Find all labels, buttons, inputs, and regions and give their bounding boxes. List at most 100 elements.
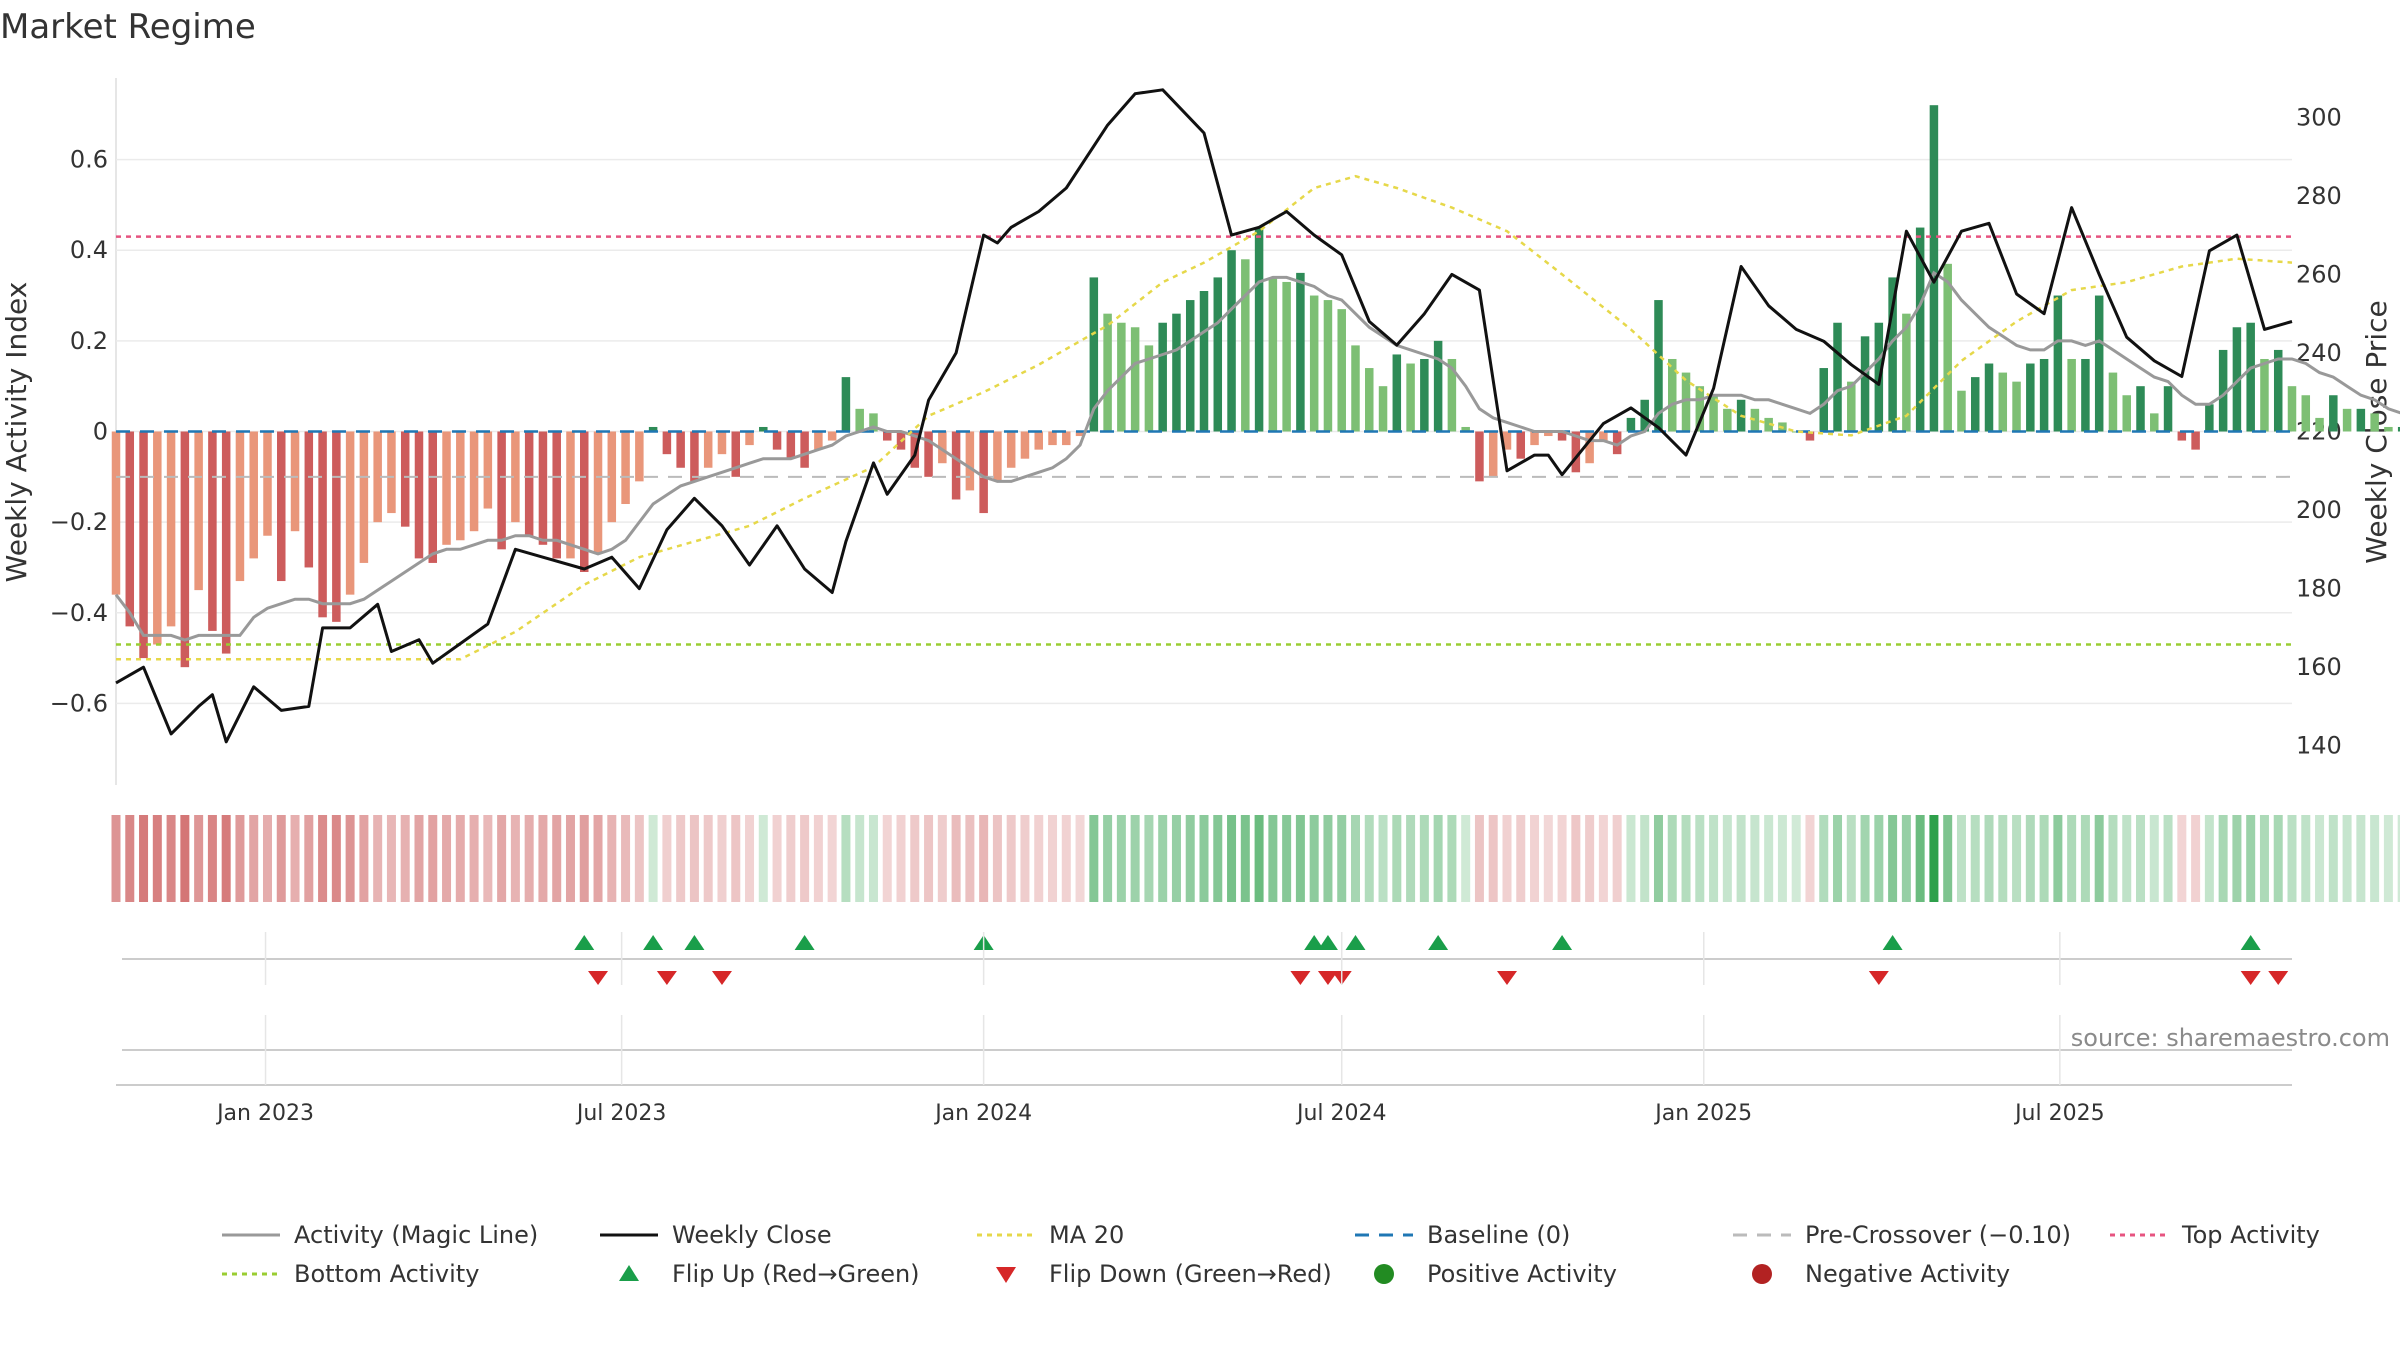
activity-bar [166,431,176,627]
regime-cell [1282,815,1292,902]
activity-bar [2094,295,2104,432]
activity-bar [2342,408,2352,432]
activity-bar [1296,272,1305,432]
regime-cell [125,815,135,902]
activity-bar [1268,277,1278,432]
flip-up-marker [684,935,705,950]
activity-bar [580,431,589,572]
regime-cell [2356,815,2366,902]
activity-bar [2329,395,2338,432]
ma20-line [116,174,2293,661]
activity-bar [786,431,796,459]
regime-cell [2328,815,2338,902]
activity-bar [1668,358,1677,432]
regime-cell [1309,815,1319,902]
activity-bar [938,431,947,464]
activity-bar [1599,431,1608,441]
flip-up-marker [1428,935,1449,950]
activity-bar [1902,313,1911,432]
regime-cell [1158,815,1168,902]
regime-cell [951,815,961,902]
regime-cell [1323,815,1333,902]
regime-cell [1750,815,1760,902]
activity-bar [1943,263,1952,432]
regime-cell [800,815,810,902]
regime-cell [152,815,162,902]
activity-bar [2232,327,2242,432]
regime-cell [331,815,341,902]
regime-cell [552,815,562,902]
activity-bar [2191,431,2200,450]
activity-bar [635,431,644,482]
activity-bar [607,431,617,523]
activity-bar [263,431,272,536]
source-note: source: sharemaestro.com [2071,1024,2390,1052]
regime-cell [1888,815,1898,902]
regime-cell [896,815,906,902]
regime-cell [1392,815,1402,902]
y2-tick-label: 280 [2296,182,2342,210]
regime-cell [1364,815,1374,902]
activity-bar [1723,408,1732,432]
regime-cell [565,815,575,902]
regime-cell [139,815,149,902]
activity-bar [1709,395,1718,432]
activity-bar [2053,295,2063,432]
activity-bar [1034,431,1043,450]
activity-bar [1199,291,1209,432]
activity-bar [841,377,851,432]
activity-bar [1764,417,1773,432]
legend-up-triangle [619,1265,639,1281]
regime-cell [1488,815,1498,902]
activity-bar [1103,313,1112,432]
activity-bar [1323,300,1333,432]
activity-bar [538,431,548,545]
legend-label: Pre-Crossover (−0.10) [1805,1221,2071,1249]
activity-bar [139,431,148,659]
activity-bar [662,431,672,455]
activity-bar [1185,300,1195,432]
regime-cell [855,815,865,902]
activity-bar [290,431,300,532]
regime-cell [2108,815,2118,902]
regime-cell [1337,815,1347,902]
legend-label: Activity (Magic Line) [294,1221,538,1249]
regime-cell [414,815,424,902]
legend-item: Top Activity [2110,1221,2320,1249]
regime-cell [1516,815,1526,902]
activity-bar [456,431,465,541]
activity-bar [1241,259,1250,432]
regime-cell [1116,815,1126,902]
regime-cell [2094,815,2104,902]
regime-cell [2218,815,2228,902]
activity-bar [125,431,135,627]
activity-bar [951,431,961,500]
activity-bar [304,431,314,568]
legend-item: Flip Down (Green→Red) [996,1260,1332,1288]
regime-cell [510,815,520,902]
regime-cell [1653,815,1663,902]
legend-down-triangle [996,1267,1016,1283]
regime-cell [621,815,631,902]
y-tick-label: 0.2 [70,327,108,355]
regime-cell [841,815,851,902]
activity-bar [1612,431,1622,455]
regime-cell [1805,815,1815,902]
activity-bar [469,431,479,532]
y2-axis-label: Weekly Close Price [2360,300,2393,563]
activity-bar [1860,336,1870,432]
regime-cell [593,815,603,902]
activity-bar [690,431,699,482]
regime-cell [469,815,479,902]
regime-cell [400,815,410,902]
regime-cell [1915,815,1925,902]
regime-cell [648,815,658,902]
regime-cell [2315,815,2325,902]
x-tick-label: Jul 2024 [1295,1101,1387,1126]
y2-tick-label: 300 [2296,103,2342,131]
activity-bar [1833,322,1842,432]
activity-bar [869,413,878,432]
activity-bar [1640,399,1649,432]
flip-up-marker [1345,935,1366,950]
regime-cell [2136,815,2146,902]
